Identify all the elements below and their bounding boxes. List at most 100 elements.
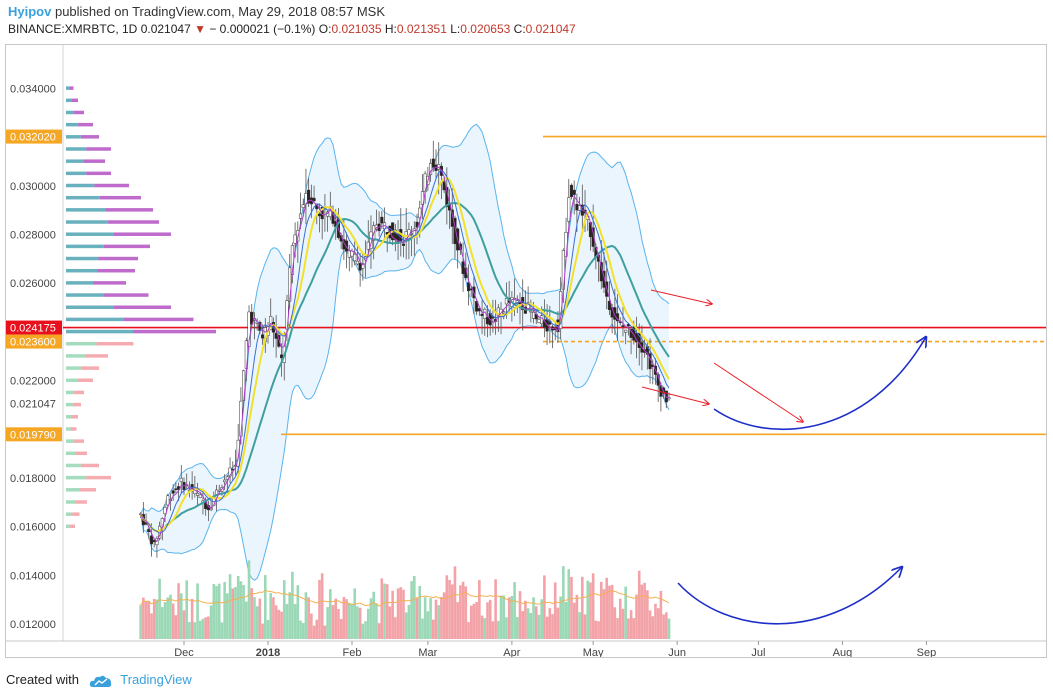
volume-bar <box>629 610 633 639</box>
volume-ma <box>140 589 670 607</box>
volume-bar <box>431 619 435 639</box>
volume-bar <box>418 585 422 639</box>
vp-bar-up <box>66 159 84 163</box>
volume-bar <box>548 608 552 639</box>
volume-bar <box>616 618 619 639</box>
volume-bar <box>502 595 506 639</box>
candle-body <box>174 488 178 490</box>
volume-bar <box>478 580 481 639</box>
candle-body <box>380 216 384 224</box>
candle-body <box>569 184 574 198</box>
volume-bar <box>163 602 167 639</box>
volume-bar <box>383 583 386 639</box>
volume-bar <box>513 582 516 639</box>
volume-bar <box>475 601 478 639</box>
candle-body <box>179 477 183 482</box>
vp-bar-up <box>66 135 81 139</box>
vp-bar-up <box>66 220 108 224</box>
author-name[interactable]: Hyipov <box>8 4 52 19</box>
volume-bar <box>472 603 476 639</box>
vp-bar-up <box>66 500 76 504</box>
tradingview-brand[interactable]: TradingView <box>120 672 192 687</box>
y-tick-label: 0.022000 <box>10 376 56 388</box>
volume-bar <box>239 581 243 639</box>
volume-bar <box>353 588 357 639</box>
candle-body <box>607 300 611 311</box>
volume-bar <box>526 608 530 639</box>
x-tick-label: Apr <box>503 647 520 657</box>
y-tick-label: 0.018000 <box>10 473 56 485</box>
vp-bar-up <box>66 354 85 358</box>
volume-bar <box>399 587 403 639</box>
volume-bar <box>152 598 156 639</box>
candle-body <box>307 189 311 204</box>
volume-bar <box>190 598 194 639</box>
volume-bar <box>258 598 262 639</box>
volume-bar <box>282 580 286 639</box>
vp-bar-down <box>80 366 99 370</box>
volume-bar <box>613 607 617 639</box>
volume-bar <box>537 614 541 639</box>
volume-bar <box>266 620 270 639</box>
volume-bar <box>280 611 283 639</box>
volume-bar <box>505 617 508 639</box>
last-price: 0.021047 <box>140 22 191 36</box>
volume-bar <box>394 617 397 639</box>
published-text: published on TradingView.com, May 29, 20… <box>54 4 385 19</box>
volume-bar <box>310 613 313 639</box>
volume-bar <box>586 580 590 639</box>
vp-bar-up <box>66 244 104 249</box>
vp-bar-down <box>103 293 149 297</box>
volume-bar <box>207 616 210 639</box>
volume-bar <box>231 588 235 639</box>
vp-bar-down <box>74 390 84 395</box>
volume-bar <box>656 608 660 639</box>
candle-body <box>475 301 479 312</box>
volume-bar <box>610 584 614 639</box>
volume-bar <box>242 584 245 639</box>
volume-bar <box>388 606 392 639</box>
vp-bar-up <box>66 342 97 346</box>
vp-bar-up <box>66 256 99 261</box>
candle-body <box>347 250 351 258</box>
y-tick-label: 0.028000 <box>10 229 56 241</box>
ma-yellow <box>139 176 670 533</box>
volume-bar <box>564 601 568 639</box>
candle-body <box>236 439 240 467</box>
vp-bar-down <box>70 524 75 529</box>
volume-bar <box>329 589 332 639</box>
candle-body <box>667 397 671 400</box>
volume-bar <box>223 581 226 639</box>
y-tick-label: 0.021047 <box>10 399 56 411</box>
x-tick-label: Sep <box>917 647 937 657</box>
candle-body <box>540 315 544 325</box>
volume-bar <box>553 582 557 639</box>
chart-area[interactable]: 0.034000 0.030000 0.028000 0.026000 0.022000… <box>5 44 1047 658</box>
chart-header: Hyipov published on TradingView.com, May… <box>0 0 1053 44</box>
volume-bar <box>540 599 543 639</box>
x-tick-label: Dec <box>174 647 194 657</box>
vp-bar-down <box>86 147 111 151</box>
volume-bar <box>497 620 500 639</box>
vp-bar-down <box>71 415 78 419</box>
candle-body <box>293 234 297 244</box>
volume-bar <box>334 598 338 639</box>
vp-bar-up <box>66 427 71 431</box>
vp-bar-down <box>113 305 171 309</box>
vp-bar-down <box>105 208 153 212</box>
volume-bars <box>139 560 671 639</box>
vp-bar-up <box>66 281 93 285</box>
candle-body <box>195 492 200 496</box>
volume-profile <box>66 86 216 529</box>
vp-bar-up <box>66 98 72 103</box>
candle-body <box>529 310 533 313</box>
volume-bar <box>599 581 603 639</box>
bollinger-fill <box>140 124 670 581</box>
volume-bar <box>643 582 646 639</box>
candle-body <box>312 197 316 202</box>
volume-bar <box>179 593 183 639</box>
volume-bar <box>410 581 413 639</box>
volume-bar <box>139 605 142 639</box>
price-chart[interactable]: 0.034000 0.030000 0.028000 0.026000 0.022000… <box>6 45 1046 657</box>
price-badge-label: 0.032020 <box>10 132 56 144</box>
